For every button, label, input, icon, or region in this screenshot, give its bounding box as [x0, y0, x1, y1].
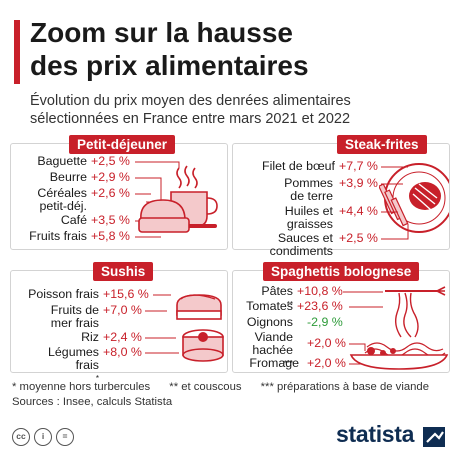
item-value: +23,6 %: [297, 299, 343, 313]
item-label: frais: [75, 358, 99, 372]
subtitle-line-2: sélectionnées en France entre mars 2021 …: [30, 111, 351, 127]
item-value: +7,7 %: [339, 159, 378, 173]
item-label: Huiles et: [284, 204, 333, 218]
item-value: +7,0 %: [103, 303, 142, 317]
item-label: Viande: [254, 330, 293, 344]
item-label: Fruits frais: [29, 229, 87, 243]
item-label: hachée: [252, 343, 293, 357]
item-label: Pâtes: [261, 284, 293, 298]
item-label: Poisson frais: [28, 287, 99, 301]
page-title: Zoom sur la hausse des prix alimentaires: [30, 16, 440, 82]
panel-sushis: Sushis Poisson frais +15,6 % Fruits de m…: [10, 262, 228, 383]
item-value: +2,6 %: [91, 186, 130, 200]
item-value: +3,5 %: [91, 213, 130, 227]
footnote-marker: **: [286, 300, 293, 309]
equals-icon[interactable]: =: [56, 428, 74, 446]
cc-icon[interactable]: cc: [12, 428, 30, 446]
connector-lines: [145, 294, 179, 354]
footnote-1: * moyenne hors turbercules: [12, 381, 151, 393]
item-label: Fruits de: [50, 303, 99, 317]
panel-petit-dejeuner: Petit-déjeuner Baguette +2,5 % Beurre +2…: [10, 135, 228, 250]
subtitle: Évolution du prix moyen des denrées alim…: [30, 92, 450, 128]
steak-plate-icon: [379, 163, 449, 233]
sushi-icon: [176, 294, 224, 362]
item-label: Pommes: [284, 176, 333, 190]
title-accent-bar: [14, 20, 20, 84]
item-value: +5,8 %: [91, 229, 130, 243]
item-label: Fromage: [249, 356, 299, 370]
item-value: +15,6 %: [103, 287, 149, 301]
item-label: Riz: [81, 330, 99, 344]
panel-title-steak-frites: Steak-frites: [337, 135, 427, 154]
panel-title-petit-dejeuner: Petit-déjeuner: [69, 135, 176, 154]
item-value: +2,0 %: [307, 336, 346, 350]
item-label: Légumes: [48, 345, 99, 359]
title-line-1: Zoom sur la hausse: [30, 17, 293, 48]
spaghetti-plate-icon: [349, 286, 449, 370]
breakfast-icon: [138, 165, 218, 233]
item-label: de terre: [290, 189, 333, 203]
panel-title-sushis: Sushis: [93, 262, 154, 281]
item-label: mer frais: [50, 316, 99, 330]
item-value: +3,9 %: [339, 176, 378, 190]
footnote-marker: *: [95, 374, 99, 383]
item-value: -2,9 %: [307, 315, 343, 329]
footnote-marker: ***: [283, 359, 293, 368]
item-value: +4,4 %: [339, 204, 378, 218]
footnote-3: *** préparations à base de viande: [260, 381, 429, 393]
item-label: petit-déj.: [39, 199, 87, 213]
footnote-2: ** et couscous: [169, 381, 242, 393]
statista-logo-mark: [423, 427, 445, 447]
item-value: +2,9 %: [91, 170, 130, 184]
item-label: Oignons: [246, 315, 293, 329]
item-label: Filet de bœuf: [262, 159, 335, 173]
item-label: Baguette: [37, 154, 87, 168]
item-label: graisses: [286, 217, 333, 231]
item-label: condiments: [269, 244, 333, 258]
title-line-2: des prix alimentaires: [30, 50, 309, 81]
sources: Sources : Insee, calculs Statista: [12, 396, 173, 408]
item-label: Tomates: [246, 299, 293, 313]
item-label: Sauces et: [277, 231, 333, 245]
item-value: +2,5 %: [91, 154, 130, 168]
statista-logo[interactable]: statista: [336, 421, 415, 447]
panel-spaghettis-bolognese: Spaghettis bolognese Pâtes ** +10,8 % Tom…: [232, 262, 450, 373]
item-label: Céréales: [37, 186, 87, 200]
connector-lines: [381, 166, 409, 240]
item-label: Café: [60, 213, 87, 227]
subtitle-line-1: Évolution du prix moyen des denrées alim…: [30, 93, 351, 109]
item-value: +10,8 %: [297, 284, 343, 298]
panel-steak-frites: Steak-frites Filet de bœuf +7,7 % Pommes…: [232, 135, 450, 258]
person-icon[interactable]: i: [34, 428, 52, 446]
panel-title-spaghettis: Spaghettis bolognese: [263, 262, 420, 281]
item-value: +8,0 %: [103, 345, 142, 359]
item-value: +2,0 %: [307, 356, 346, 370]
footnotes: * moyenne hors turbercules ** et couscou…: [12, 381, 445, 393]
item-value: +2,4 %: [103, 330, 142, 344]
item-label: Beurre: [49, 170, 87, 184]
item-value: +2,5 %: [339, 231, 378, 245]
